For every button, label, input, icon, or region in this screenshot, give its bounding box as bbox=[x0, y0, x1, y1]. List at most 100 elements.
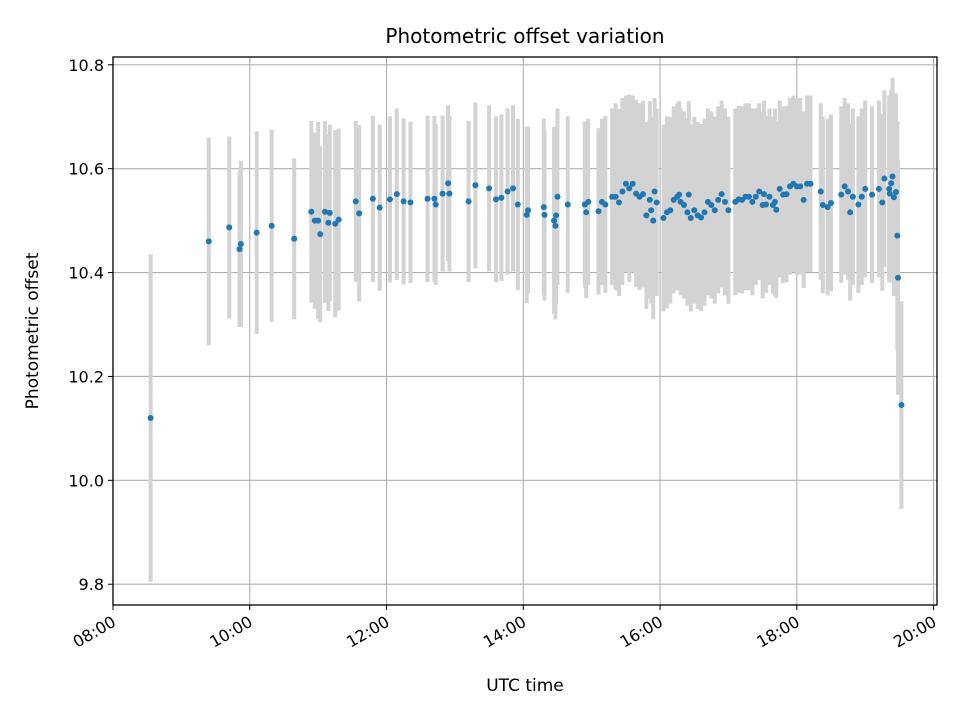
plot-frame bbox=[112, 56, 938, 606]
data-point bbox=[718, 191, 725, 198]
data-point bbox=[439, 190, 446, 197]
data-point bbox=[400, 198, 407, 205]
data-point bbox=[763, 201, 770, 208]
data-point bbox=[525, 207, 532, 214]
data-point bbox=[541, 211, 548, 218]
data-point bbox=[797, 183, 804, 190]
data-point bbox=[651, 188, 658, 195]
data-point bbox=[698, 214, 705, 221]
data-point bbox=[869, 191, 876, 198]
data-point bbox=[648, 207, 655, 214]
data-point bbox=[523, 211, 530, 218]
data-point bbox=[622, 180, 629, 187]
data-point bbox=[393, 191, 400, 198]
x-axis-label: UTC time bbox=[486, 676, 564, 696]
data-point bbox=[838, 191, 845, 198]
data-point bbox=[465, 198, 472, 205]
data-point bbox=[504, 188, 511, 195]
data-point bbox=[326, 209, 333, 216]
data-point bbox=[892, 189, 899, 196]
data-point bbox=[715, 196, 722, 203]
data-point bbox=[639, 191, 646, 198]
y-axis-label: Photometric offset bbox=[23, 252, 43, 409]
data-point bbox=[325, 219, 332, 226]
data-point bbox=[369, 195, 376, 202]
data-point bbox=[226, 224, 233, 231]
data-point bbox=[352, 198, 359, 205]
data-point bbox=[253, 229, 260, 236]
data-point bbox=[708, 202, 715, 209]
data-point bbox=[498, 194, 505, 201]
data-point bbox=[807, 180, 814, 187]
data-point bbox=[445, 180, 452, 187]
data-point bbox=[725, 207, 732, 214]
data-point bbox=[554, 193, 561, 200]
data-point bbox=[147, 415, 154, 422]
data-point bbox=[486, 185, 493, 192]
data-point bbox=[676, 191, 683, 198]
data-point bbox=[875, 185, 882, 192]
y-tick-label: 10.0 bbox=[68, 471, 104, 490]
data-point bbox=[602, 201, 609, 208]
data-point bbox=[760, 191, 767, 198]
y-tick-label: 10.8 bbox=[68, 56, 104, 75]
data-point bbox=[553, 212, 560, 219]
data-point bbox=[407, 199, 414, 206]
data-point bbox=[315, 217, 322, 224]
data-point bbox=[711, 207, 718, 214]
y-tick-label: 10.2 bbox=[68, 367, 104, 386]
data-point bbox=[514, 201, 521, 208]
data-point bbox=[886, 190, 893, 197]
data-point bbox=[619, 188, 626, 195]
data-point bbox=[845, 188, 852, 195]
data-point bbox=[510, 185, 517, 192]
data-point bbox=[386, 196, 393, 203]
data-point bbox=[650, 217, 657, 224]
data-point bbox=[824, 204, 831, 211]
data-point bbox=[749, 198, 756, 205]
data-point bbox=[653, 199, 660, 206]
data-point bbox=[335, 216, 342, 223]
data-point bbox=[890, 194, 897, 201]
data-point bbox=[643, 212, 650, 219]
data-point bbox=[894, 232, 901, 239]
data-point bbox=[722, 198, 729, 205]
data-point bbox=[317, 231, 324, 238]
data-point bbox=[879, 199, 886, 206]
data-point bbox=[321, 208, 328, 215]
data-point bbox=[881, 175, 888, 182]
data-point bbox=[888, 180, 895, 187]
data-point bbox=[776, 185, 783, 192]
data-point bbox=[585, 198, 592, 205]
data-point bbox=[680, 202, 687, 209]
data-point bbox=[889, 173, 896, 180]
data-point bbox=[492, 196, 499, 203]
data-point bbox=[847, 209, 854, 216]
data-point bbox=[752, 193, 759, 200]
data-point bbox=[800, 196, 807, 203]
data-point bbox=[236, 246, 243, 253]
y-tick-label: 10.4 bbox=[68, 264, 104, 283]
data-point bbox=[472, 182, 479, 189]
data-point bbox=[376, 204, 383, 211]
data-point bbox=[849, 193, 856, 200]
y-axis-ticks: 9.8 10.0 10.2 10.4 10.6 10.8 bbox=[68, 56, 113, 594]
data-point bbox=[551, 217, 558, 224]
data-point bbox=[446, 190, 453, 197]
data-point bbox=[540, 204, 547, 211]
data-point bbox=[660, 215, 667, 222]
data-point bbox=[855, 201, 862, 208]
data-point bbox=[685, 191, 692, 198]
data-point bbox=[773, 206, 780, 213]
y-tick-label: 10.6 bbox=[68, 160, 104, 179]
data-point bbox=[898, 402, 905, 409]
data-point bbox=[268, 222, 275, 229]
data-point bbox=[237, 240, 244, 247]
data-point bbox=[205, 238, 212, 245]
data-point bbox=[626, 185, 633, 192]
data-points bbox=[147, 173, 905, 422]
data-point bbox=[895, 274, 902, 281]
data-point bbox=[552, 222, 559, 229]
